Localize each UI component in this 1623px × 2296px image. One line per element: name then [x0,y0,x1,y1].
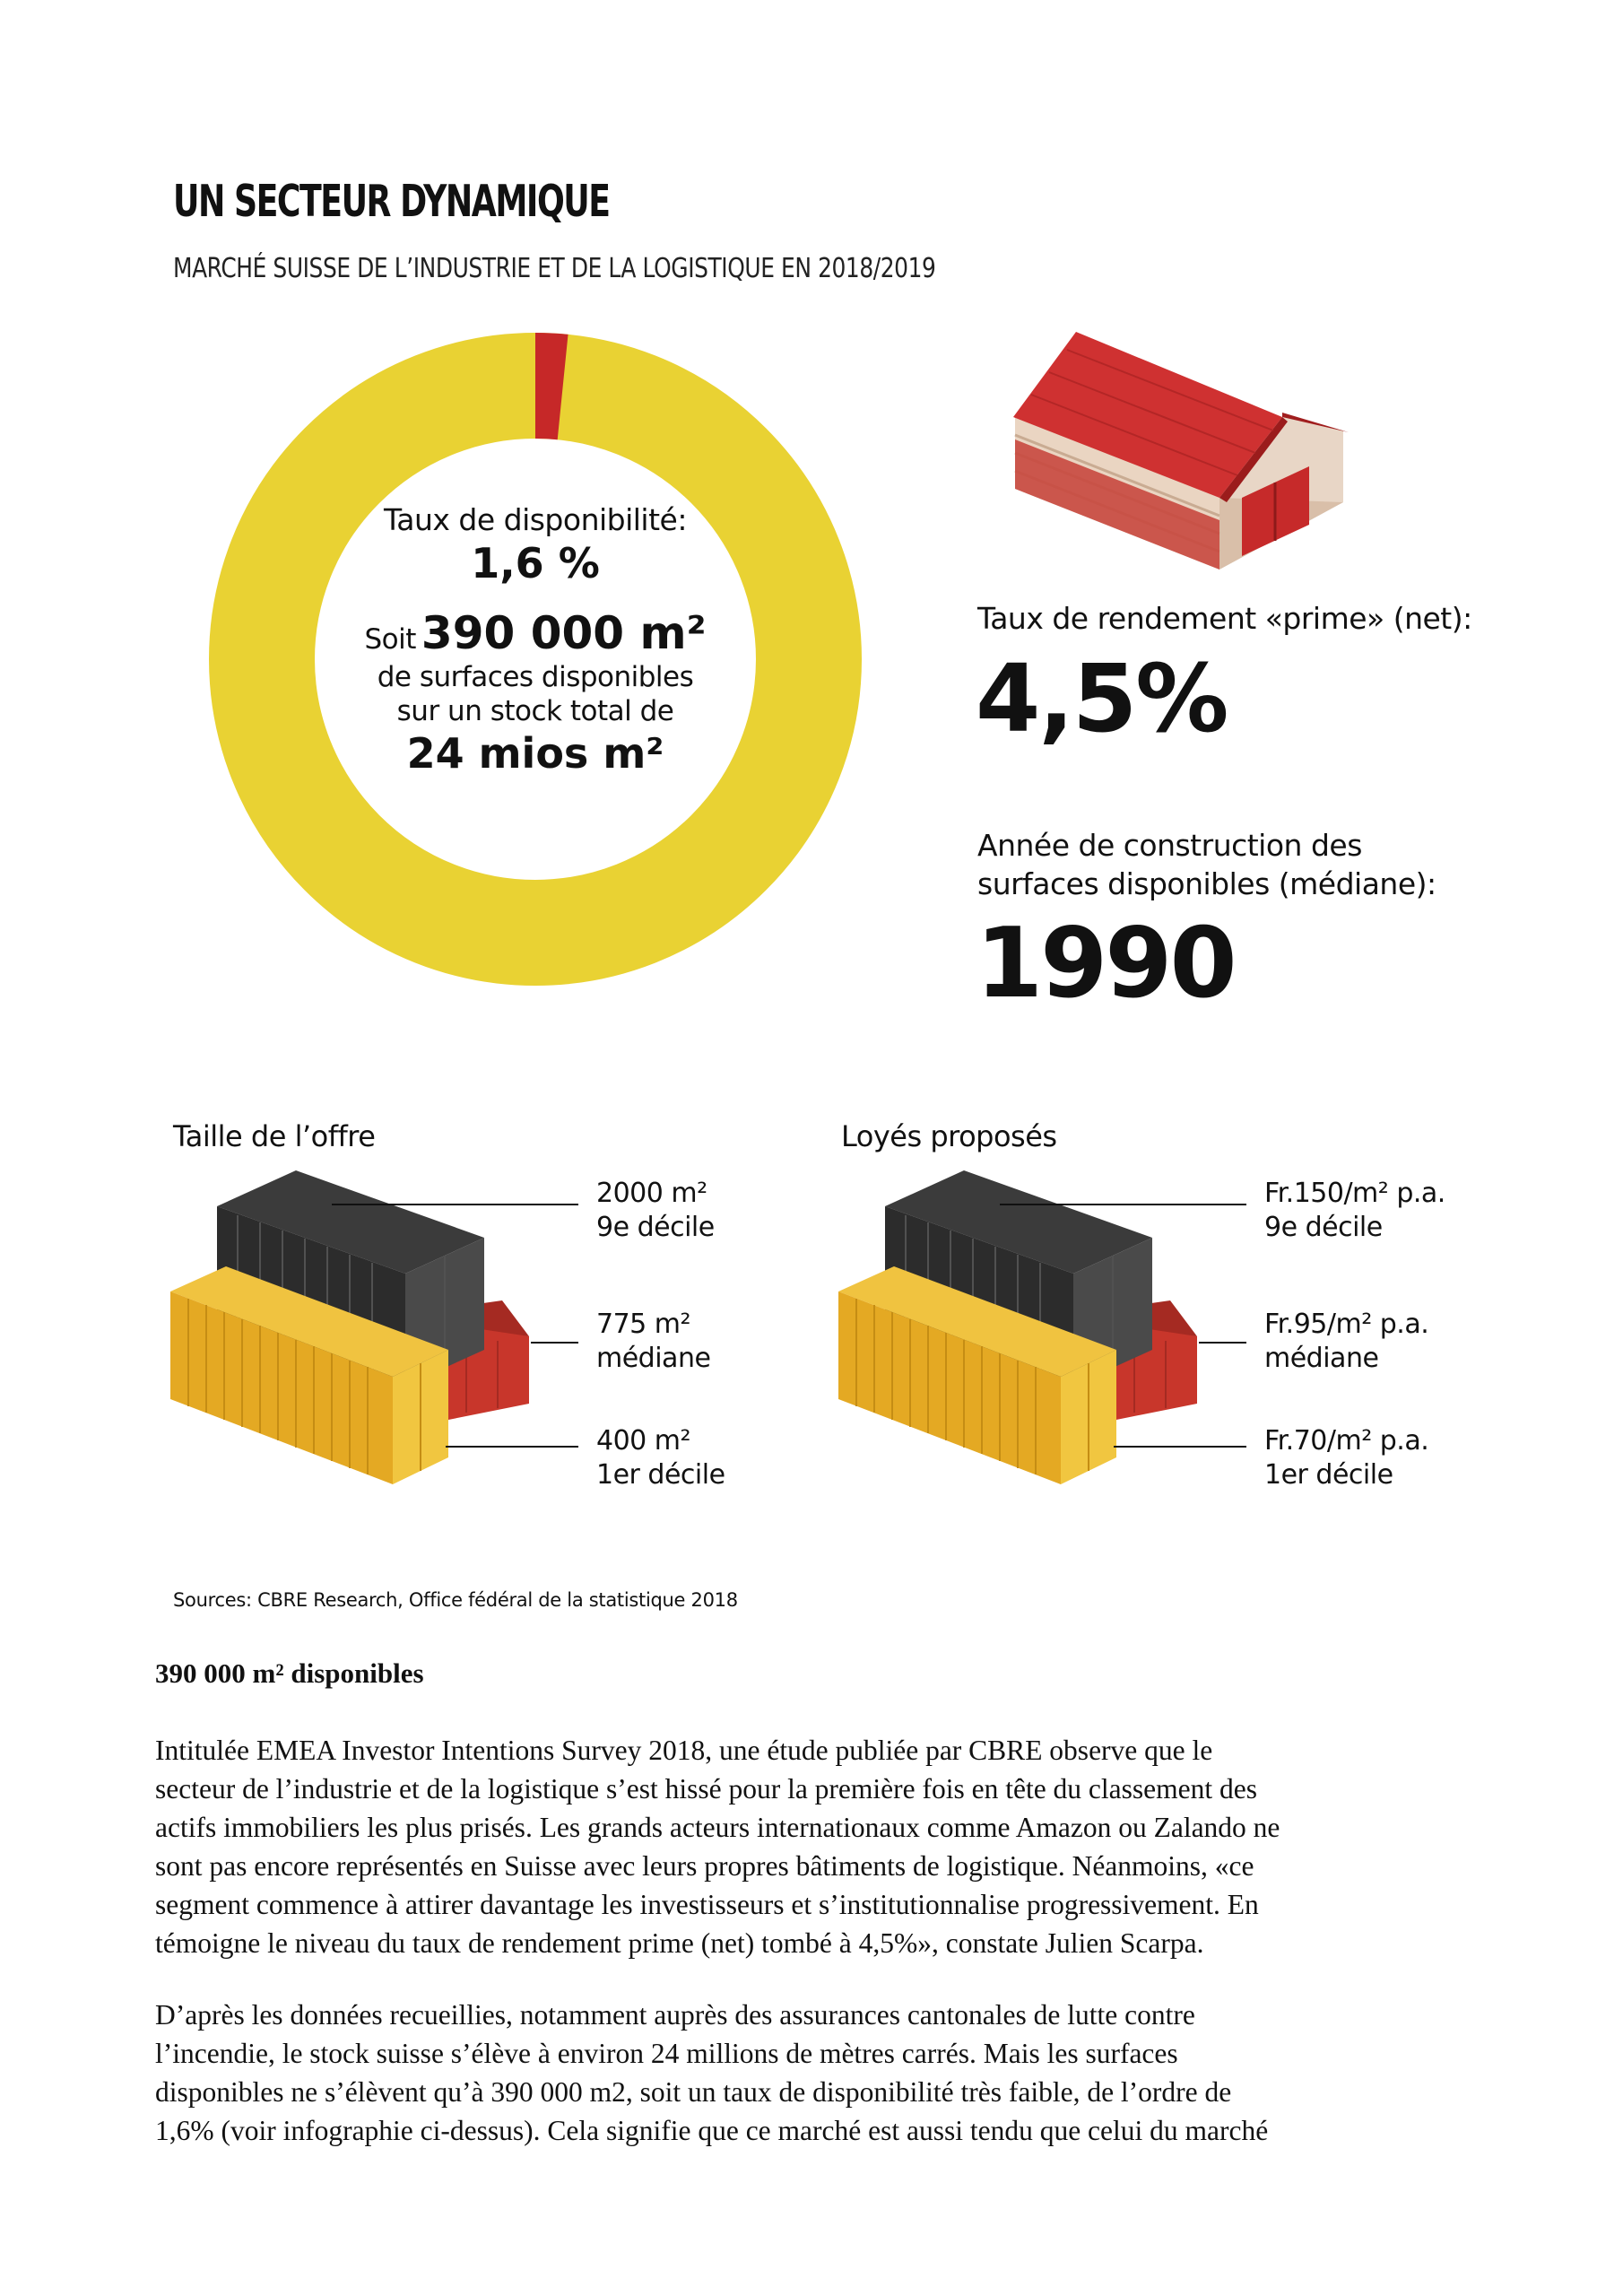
yield-label: Taux de rendement «prime» (net): [977,601,1472,636]
availability-rate-value: 1,6 % [471,539,600,587]
available-area-value: 390 000 m² [421,607,707,659]
p1-line: segment commence à attirer davantage les… [155,1889,1259,1920]
rents-value-2: Fr.95/m² p.a. [1264,1309,1429,1340]
yield-value: 4,5% [976,644,1228,753]
construction-year-value: 1990 [976,908,1237,1020]
offer-pointer-line-1 [332,1204,578,1205]
donut-line-1: de surfaces disponibles [377,661,694,693]
p1-line: actifs immobiliers les plus prisés. Les … [155,1812,1280,1843]
rents-label-1: 9e décile [1264,1212,1383,1243]
availability-donut [209,333,862,986]
rents-label-3: 1er décile [1264,1459,1393,1491]
rents-item-2: Fr.95/m² p.a. médiane [1264,1308,1429,1376]
offer-value-2: 775 m² [596,1309,691,1340]
rents-value-3: Fr.70/m² p.a. [1264,1425,1429,1457]
infographic-subtitle: MARCHÉ SUISSE DE L’INDUSTRIE ET DE LA LO… [173,253,936,284]
p2-line: disponibles ne s’élèvent qu’à 390 000 m2… [155,2076,1232,2108]
availability-rate-label: Taux de disponibilité: [384,502,687,537]
donut-available-slice [534,333,568,440]
p2-line: D’après les données recueillies, notamme… [155,1999,1195,2031]
rents-label-2: médiane [1264,1343,1379,1374]
rents-item-1: Fr.150/m² p.a. 9e décile [1264,1177,1445,1245]
offer-size-title: Taille de l’offre [173,1119,376,1153]
article-paragraph-1: Intitulée EMEA Investor Intentions Surve… [155,1731,1482,1962]
donut-line-2: sur un stock total de [396,695,674,727]
soit-text: Soit [364,623,417,656]
article-heading: 390 000 m² disponibles [155,1657,424,1689]
offer-pointer-line-3 [446,1446,578,1448]
containers-rents-illustration [838,1170,1197,1484]
p2-line: 1,6% (voir infographie ci-dessus). Cela … [155,2115,1269,2146]
construction-label-2: surfaces disponibles (médiane): [977,866,1436,901]
total-stock-value: 24 mios m² [406,729,664,778]
rents-item-3: Fr.70/m² p.a. 1er décile [1264,1424,1429,1492]
offer-value-1: 2000 m² [596,1178,707,1209]
rents-title: Loyés proposés [841,1119,1057,1153]
p1-line: sont pas encore représentés en Suisse av… [155,1850,1254,1882]
p1-line: témoigne le niveau du taux de rendement … [155,1927,1204,1959]
p2-line: l’incendie, le stock suisse s’élève à en… [155,2038,1178,2069]
offer-label-1: 9e décile [596,1212,715,1243]
p1-line: secteur de l’industrie et de la logistiq… [155,1773,1257,1805]
containers-offer-illustration [170,1170,529,1484]
rents-pointer-line-3 [1114,1446,1246,1448]
offer-item-2: 775 m² médiane [596,1308,711,1376]
offer-item-3: 400 m² 1er décile [596,1424,725,1492]
rents-value-1: Fr.150/m² p.a. [1264,1178,1445,1209]
infographic-title: UN SECTEUR DYNAMIQUE [173,176,611,227]
rents-pointer-line-2 [1199,1342,1246,1344]
offer-value-3: 400 m² [596,1425,691,1457]
offer-label-2: médiane [596,1343,711,1374]
article-paragraph-2: D’après les données recueillies, notamme… [155,1996,1482,2150]
offer-item-1: 2000 m² 9e décile [596,1177,715,1245]
sources-note: Sources: CBRE Research, Office fédéral d… [173,1589,738,1611]
p1-line: Intitulée EMEA Investor Intentions Surve… [155,1735,1213,1766]
offer-pointer-line-2 [531,1342,578,1344]
offer-label-3: 1er décile [596,1459,725,1491]
construction-label-1: Année de construction des [977,828,1362,863]
warehouse-illustration [1013,332,1349,570]
donut-area-line: Soit 390 000 m² [343,607,728,659]
donut-label: Taux de disponibilité: 1,6 % Soit 390 000… [343,502,728,778]
rents-pointer-line-1 [1000,1204,1246,1205]
